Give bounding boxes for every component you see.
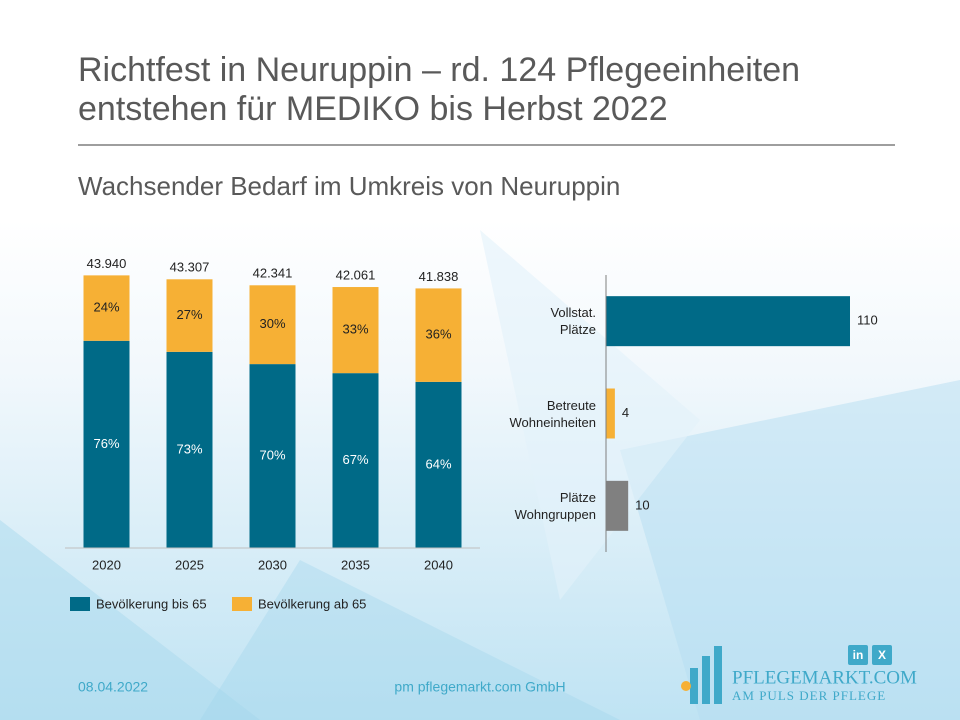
total-label: 43.307 — [170, 260, 210, 275]
bar-segment — [332, 373, 379, 548]
segment-label: 33% — [342, 322, 368, 337]
value-label: 10 — [635, 497, 649, 512]
bar — [606, 296, 850, 347]
logo-bar — [714, 646, 722, 704]
total-label: 43.940 — [87, 256, 127, 271]
logo-bar — [702, 656, 710, 704]
segment-label: 67% — [342, 452, 368, 467]
bar-segment — [249, 285, 296, 365]
bg-shape — [620, 380, 960, 720]
y-tick-label: Plätze Wohngruppen — [514, 489, 596, 522]
segment-label: 27% — [176, 307, 202, 322]
x-tick-label: 2035 — [341, 557, 370, 572]
bar-segment — [415, 288, 462, 382]
company: pm pflegemarkt.com GmbH — [394, 679, 565, 695]
bar-segment — [249, 364, 296, 548]
linkedin-label: in — [853, 648, 864, 662]
xing-icon[interactable] — [872, 645, 892, 665]
x-tick-label: 2025 — [175, 557, 204, 572]
segment-label: 76% — [93, 436, 119, 451]
legend-swatch — [70, 597, 90, 611]
legend-label: Bevölkerung ab 65 — [258, 596, 366, 611]
y-tick-label: Vollstat. Plätze — [550, 305, 596, 338]
date: 08.04.2022 — [78, 679, 148, 695]
x-tick-label: 2030 — [258, 557, 287, 572]
bar-segment — [83, 340, 130, 548]
title-line: entstehen für MEDIKO bis Herbst 2022 — [78, 90, 668, 128]
total-label: 42.341 — [253, 266, 293, 281]
bar — [606, 480, 629, 531]
logo: PFLEGEMARKT.COM AM PULS DER PFLEGE — [681, 646, 917, 704]
bg-shape — [200, 560, 620, 720]
logo-bar — [690, 668, 698, 704]
subtitle: Wachsender Bedarf im Umkreis von Neurupp… — [78, 171, 620, 201]
segment-label: 36% — [425, 327, 451, 342]
value-label: 4 — [622, 405, 629, 420]
x-tick-label: 2040 — [424, 557, 453, 572]
legend-swatch — [232, 597, 252, 611]
bar-segment — [166, 279, 213, 352]
segment-label: 73% — [176, 441, 202, 456]
value-label: 110 — [857, 313, 878, 328]
logo-slogan: AM PULS DER PFLEGE — [732, 688, 886, 703]
logo-dot — [681, 681, 691, 691]
segment-label: 64% — [425, 456, 451, 471]
segment-label: 24% — [93, 300, 119, 315]
legend-label: Bevölkerung bis 65 — [96, 596, 207, 611]
bg-shape — [480, 230, 700, 600]
segment-label: 70% — [259, 447, 285, 462]
total-label: 42.061 — [336, 267, 376, 282]
y-tick-label: Betreute Wohneinheiten — [509, 397, 597, 430]
bar-segment — [332, 287, 379, 374]
bar — [606, 388, 615, 439]
segment-label: 30% — [259, 316, 285, 331]
xing-label: X — [878, 648, 886, 662]
total-label: 41.838 — [419, 269, 459, 284]
x-tick-label: 2020 — [92, 557, 121, 572]
bar-segment — [166, 351, 213, 548]
title-line: Richtfest in Neuruppin – rd. 124 Pflegee… — [78, 51, 800, 89]
linkedin-icon[interactable] — [848, 645, 868, 665]
logo-text: PFLEGEMARKT.COM — [732, 667, 917, 688]
bar-segment — [415, 381, 462, 548]
bg-shape — [0, 520, 260, 720]
bar-segment — [83, 275, 130, 341]
